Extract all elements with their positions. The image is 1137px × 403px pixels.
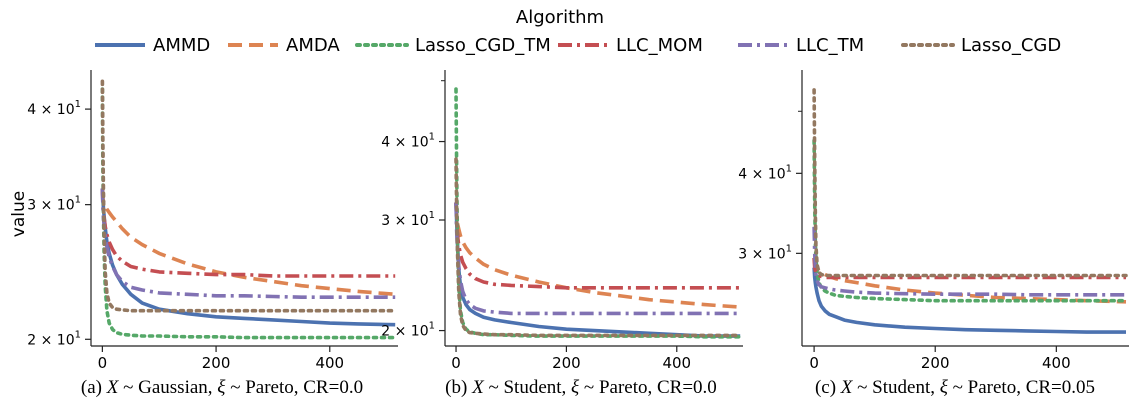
legend-label-lasso_cgd: Lasso_CGD — [961, 35, 1061, 56]
series-line-llc_mom — [454, 202, 741, 290]
series-line-lasso_cgd — [100, 79, 397, 313]
y-tick-label: 4 × 101 — [27, 99, 81, 118]
series-line-llc_mom — [100, 188, 396, 278]
x-tick-label: 0 — [451, 354, 461, 372]
y-tick-label: 3 × 101 — [381, 210, 435, 229]
legend-label-llc_mom: LLC_MOM — [616, 35, 703, 56]
x-tick-label: 400 — [1042, 354, 1071, 372]
x-tick-label: 400 — [662, 354, 691, 372]
series-line-lasso_cgd_tm — [454, 87, 742, 339]
series-line-amda — [454, 202, 741, 309]
series-line-lasso_cgd_tm — [100, 87, 397, 340]
series-line-llc_tm — [100, 188, 396, 299]
series-line-llc_mom — [812, 257, 1126, 280]
y-tick-label: 3 × 101 — [27, 195, 81, 214]
legend-label-amda: AMDA — [286, 35, 340, 56]
x-tick-label: 200 — [552, 354, 581, 372]
y-tick-label: 3 × 101 — [738, 243, 792, 262]
panel-b: 0 200 400 2 × 101 3 × 101 4 × 101 — [381, 70, 743, 372]
x-tick-label: 0 — [98, 354, 108, 372]
x-tick-label: 400 — [315, 354, 344, 372]
y-tick-label: 4 × 101 — [381, 132, 435, 151]
series-line-lasso_cgd — [454, 157, 742, 338]
caption-a: (a) X ~ Gaussian, ξ ~ Pareto, CR=0.0 — [81, 377, 363, 398]
series-line-llc_tm — [454, 202, 741, 316]
y-axis-label: value — [9, 191, 29, 237]
y-tick-label: 4 × 101 — [738, 163, 792, 182]
x-tick-label: 0 — [809, 354, 819, 372]
series-line-llc_tm — [812, 226, 1126, 297]
series-line-ammd — [812, 267, 1126, 334]
series-line-lasso_cgd — [812, 88, 1128, 278]
legend-label-lasso_cgd_tm: Lasso_CGD_TM — [415, 35, 551, 56]
panel-c: 0 200 400 3 × 101 4 × 101 — [738, 70, 1129, 372]
x-tick-label: 200 — [921, 354, 950, 372]
legend-label-ammd: AMMD — [153, 35, 210, 56]
y-tick-label: 2 × 101 — [381, 321, 435, 340]
caption-b: (b) X ~ Student, ξ ~ Pareto, CR=0.0 — [445, 377, 717, 398]
series-line-amda — [100, 188, 396, 297]
caption-c: (c) X ~ Student, ξ ~ Pareto, CR=0.05 — [815, 377, 1095, 398]
panel-a: 0 200 400 2 × 101 3 × 101 4 × 101 — [27, 70, 398, 372]
x-tick-label: 200 — [202, 354, 231, 372]
y-tick-label: 2 × 101 — [27, 329, 81, 348]
legend-title: Algorithm — [516, 7, 604, 28]
legend-label-llc_tm: LLC_TM — [796, 35, 864, 56]
series-line-ammd — [100, 188, 396, 327]
legend: AMMD AMDA Lasso_CGD_TM LLC_MOM LLC_TM Lasso_C… — [95, 35, 1061, 56]
